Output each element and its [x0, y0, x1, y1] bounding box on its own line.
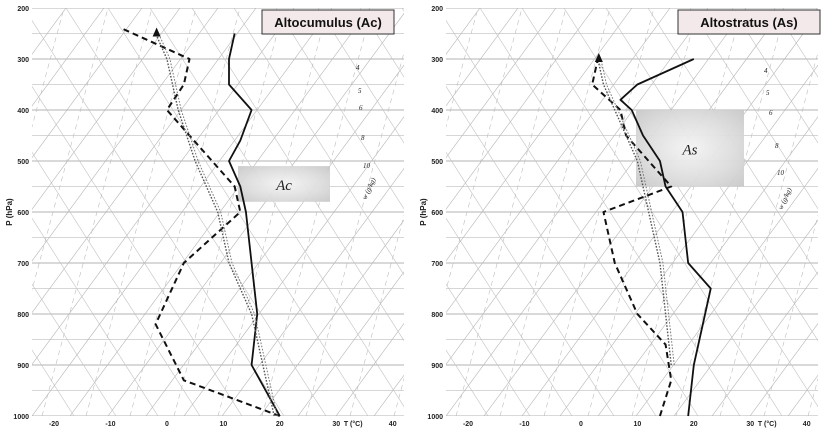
y-tick-label: 300: [17, 57, 29, 64]
y-tick-label: 800: [17, 312, 29, 319]
mixing-ratio-label: 8: [361, 134, 365, 142]
y-tick-label: 600: [431, 210, 443, 217]
chart-title: Altostratus (As): [700, 15, 798, 30]
sounding-profiles: [121, 27, 281, 417]
chart-title-box: [261, 9, 395, 35]
altocumulus-skewt-panel: Ac 4 5 6 8 10 w (g/kg) 200 300 400 500 600 700 800 900…: [5, 6, 404, 428]
y-tick-label: 900: [17, 363, 29, 370]
dewpoint-profile-line: [121, 27, 281, 417]
x-tick-label: 10: [219, 421, 227, 428]
parcel-path-line: [154, 33, 275, 417]
y-tick-label: 400: [17, 108, 29, 115]
x-axis-label: T (°C): [344, 420, 363, 428]
y-axis-label: P (hPa): [419, 198, 428, 226]
cloud-layer-patch: [238, 166, 330, 202]
y-tick-label: 1000: [427, 414, 443, 421]
y-tick-label: 400: [431, 108, 443, 115]
y-tick-label: 500: [17, 159, 29, 166]
y-tick-label: 700: [17, 261, 29, 268]
y-tick-label: 600: [17, 210, 29, 217]
mixing-ratio-label: 4: [764, 67, 768, 75]
x-tick-label: 40: [803, 421, 811, 428]
mixing-ratio-label: 4: [356, 64, 360, 72]
x-tick-label: 20: [276, 421, 284, 428]
y-tick-label: 200: [431, 6, 443, 13]
mixing-ratio-label: 6: [769, 109, 773, 117]
parcel-path-line: [597, 58, 672, 366]
x-tick-label: 30: [746, 421, 754, 428]
y-tick-label: 200: [17, 6, 29, 13]
mixing-ratio-label: 10: [363, 162, 371, 170]
y-axis-label: P (hPa): [5, 198, 14, 226]
parcel-path-line: [600, 58, 675, 366]
y-tick-label: 500: [431, 159, 443, 166]
parcel-arrowhead: [152, 27, 161, 37]
mixing-ratio-label: 5: [766, 89, 770, 97]
sounding-profiles: [591, 53, 712, 417]
parcel-arrowhead: [594, 53, 603, 62]
mixing-ratio-label: 6: [359, 104, 363, 112]
x-tick-label: 0: [165, 421, 169, 428]
cloud-type-label: As: [682, 142, 698, 158]
x-tick-label: 0: [579, 421, 583, 428]
cloud-layer-patch: [636, 110, 744, 187]
mixing-ratio-unit: w (g/kg): [777, 186, 794, 211]
x-tick-label: -20: [463, 421, 473, 428]
altostratus-skewt-panel: As 4 5 6 8 10 w (g/kg) 200 300 400 500 600 700 800 900…: [414, 0, 828, 443]
temperature-profile-line: [228, 33, 281, 417]
y-tick-label: 300: [431, 57, 443, 64]
y-tick-label: 900: [431, 363, 443, 370]
x-tick-label: -10: [105, 421, 115, 428]
chart-title-box: [677, 9, 821, 35]
x-tick-label: -20: [49, 421, 59, 428]
x-tick-label: 20: [690, 421, 698, 428]
mixing-ratio-unit: w (g/kg): [361, 176, 378, 201]
mixing-ratio-label: 5: [358, 87, 362, 95]
temperature-profile-line: [619, 58, 712, 417]
x-tick-label: -10: [519, 421, 529, 428]
y-tick-label: 1000: [13, 414, 29, 421]
x-tick-label: 40: [389, 421, 397, 428]
mixing-ratio-label: 10: [777, 169, 785, 177]
x-axis-label: T (°C): [758, 420, 777, 428]
y-tick-label: 800: [431, 312, 443, 319]
cloud-type-label: Ac: [275, 178, 292, 194]
parcel-path-line: [158, 33, 278, 417]
chart-title: Altocumulus (Ac): [274, 15, 382, 30]
mixing-ratio-label: 8: [775, 142, 779, 150]
x-tick-label: 30: [332, 421, 340, 428]
x-tick-label: 10: [633, 421, 641, 428]
y-tick-label: 700: [431, 261, 443, 268]
